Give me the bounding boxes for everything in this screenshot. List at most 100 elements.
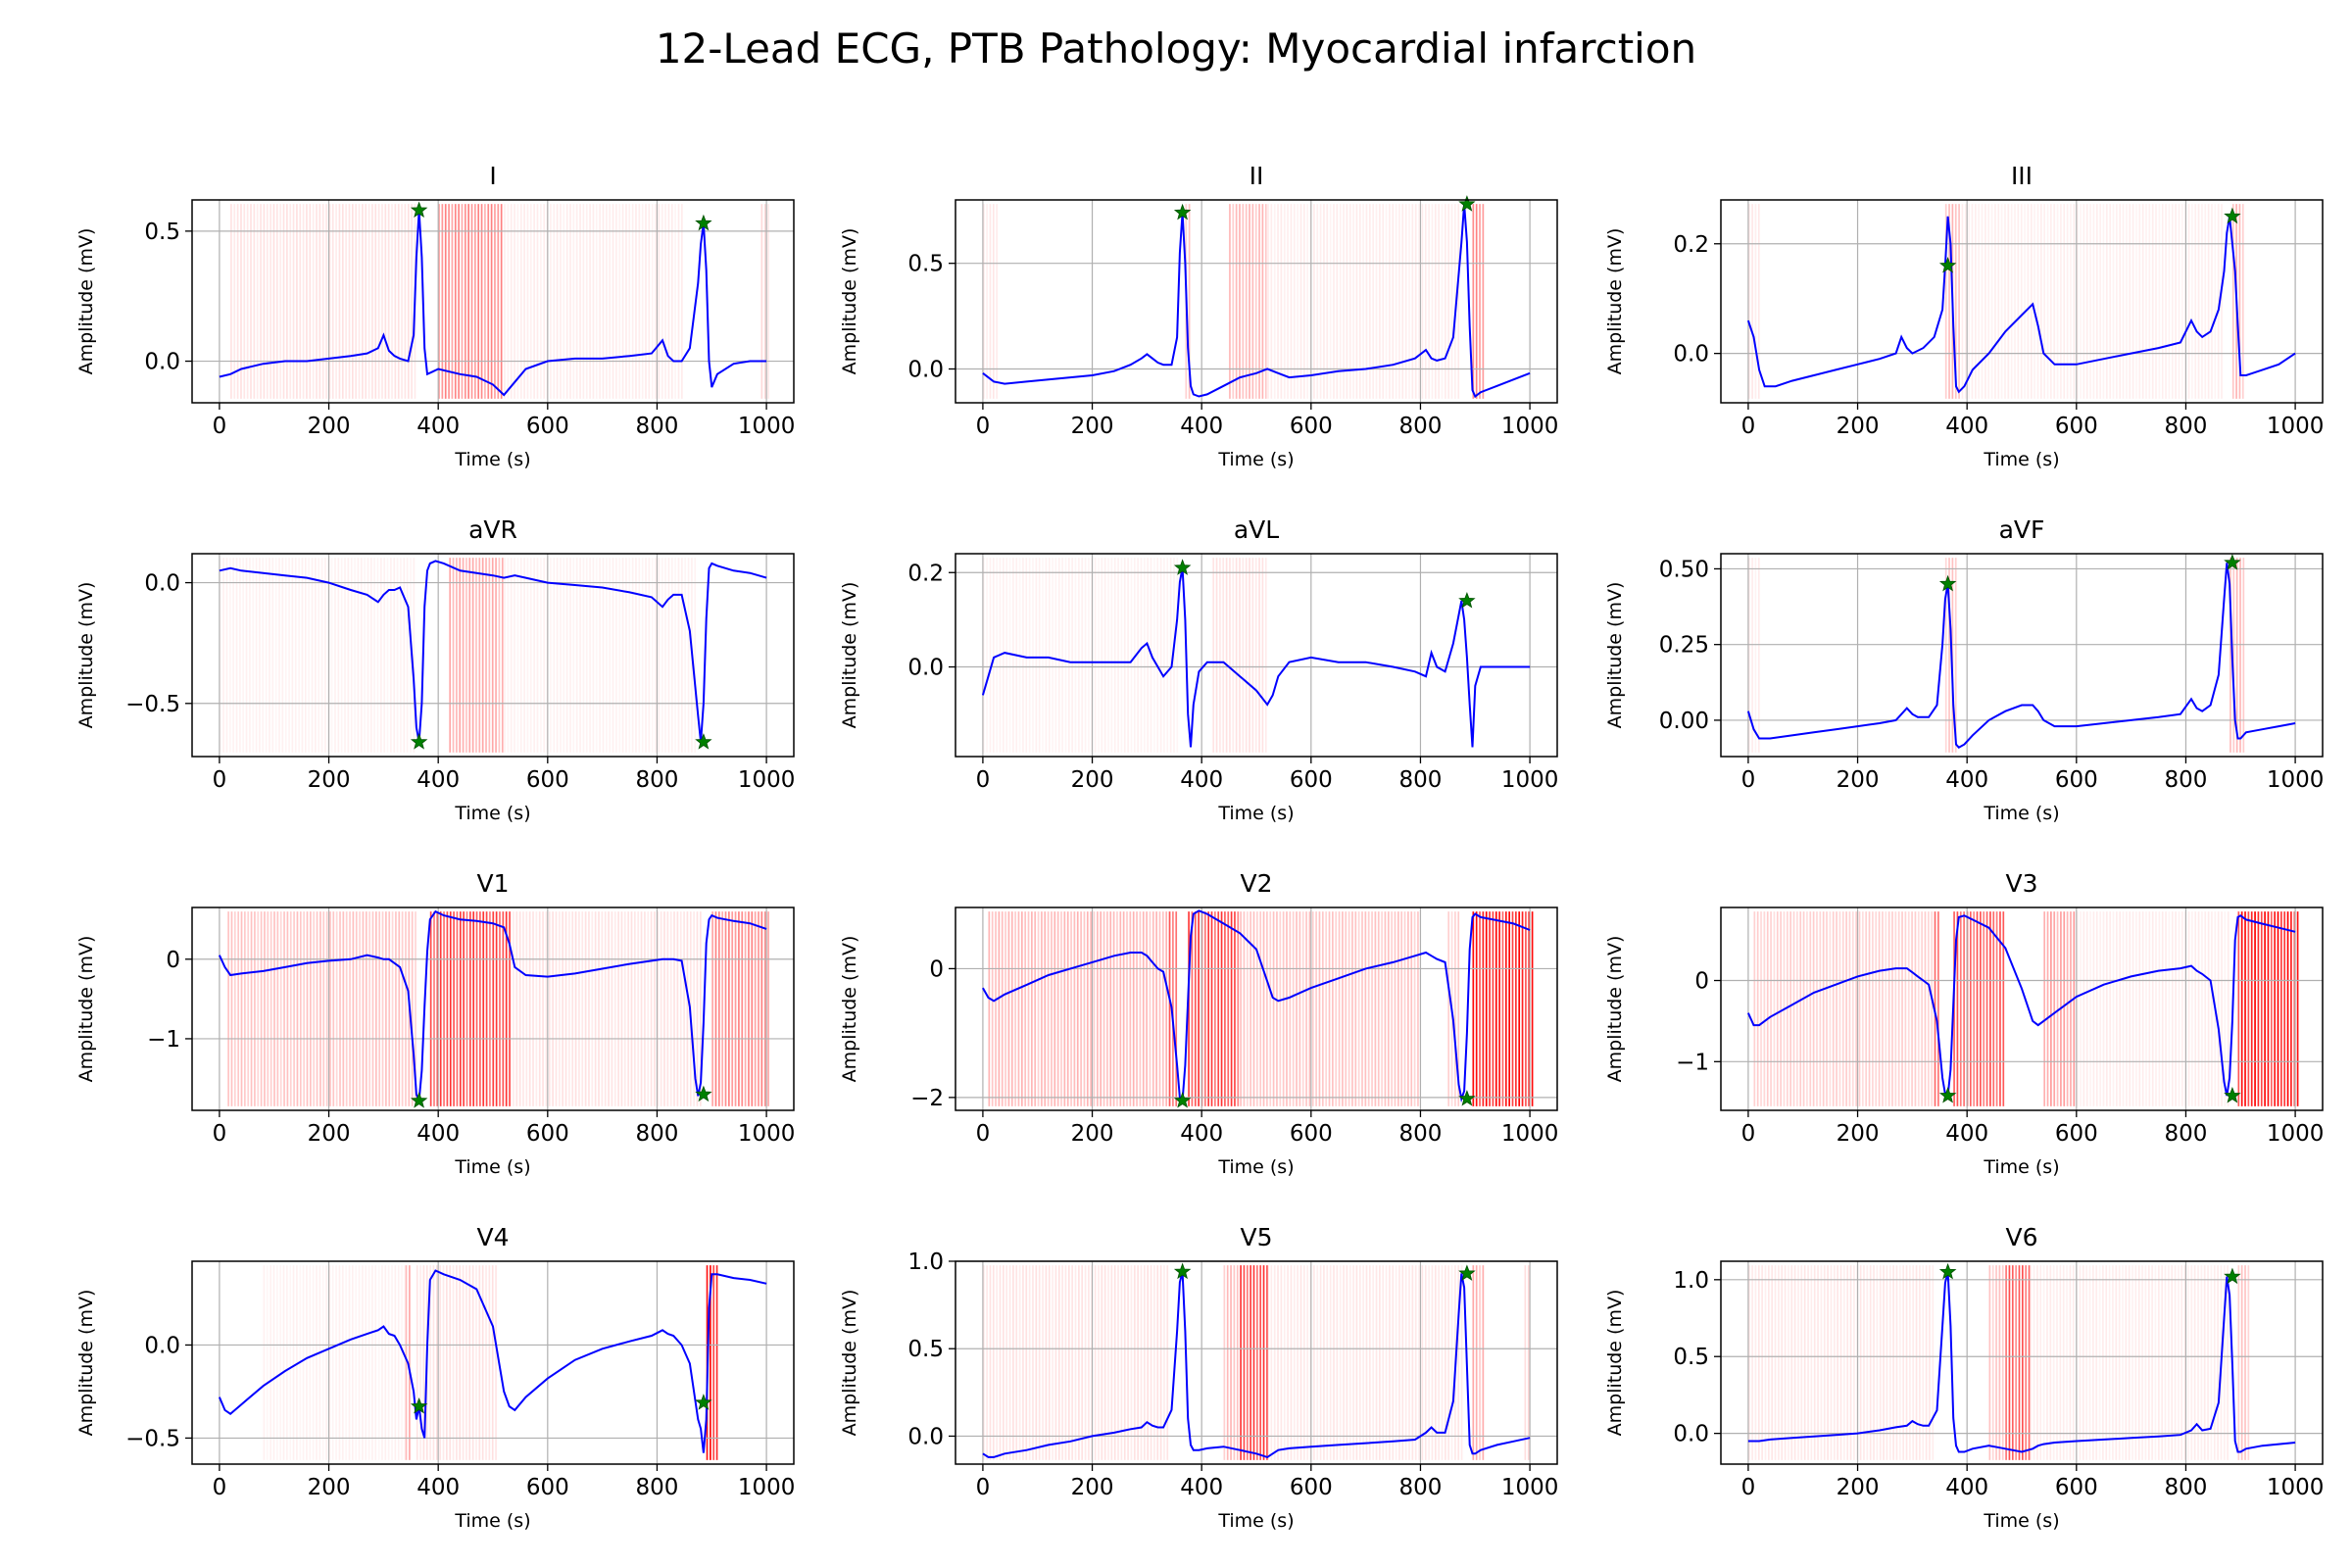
highlight-stripe (324, 558, 326, 753)
highlight-stripe (331, 204, 334, 399)
highlight-stripe (1071, 558, 1074, 753)
highlight-stripe (1120, 558, 1123, 753)
highlight-stripe (443, 911, 445, 1106)
highlight-stripe (325, 204, 327, 399)
highlight-stripe (1078, 1265, 1080, 1460)
highlight-stripe (1298, 911, 1301, 1106)
highlight-stripe (485, 911, 488, 1106)
highlight-stripe (252, 558, 254, 753)
highlight-stripe (371, 204, 373, 399)
y-tick-label: −1 (1676, 1050, 1709, 1075)
highlight-stripe (1511, 911, 1514, 1106)
highlight-stripe (1438, 1265, 1440, 1460)
highlight-stripe (1022, 558, 1024, 753)
highlight-stripe (1407, 911, 1409, 1106)
y-axis-label: Amplitude (mV) (1604, 1290, 1626, 1437)
highlight-stripe (348, 1265, 351, 1460)
highlight-stripe (1293, 204, 1296, 399)
highlight-stripe (2164, 1265, 2167, 1460)
highlight-stripe (471, 1265, 474, 1460)
highlight-stripe (393, 558, 396, 753)
highlight-stripe (265, 558, 268, 753)
x-tick-label: 1000 (2267, 767, 2325, 793)
highlight-stripe (1258, 558, 1260, 753)
highlight-stripe (1389, 204, 1391, 399)
highlight-stripe (631, 558, 634, 753)
highlight-stripe (1494, 911, 1497, 1106)
r-peak-marker (410, 201, 428, 219)
highlight-stripe (1401, 204, 1404, 399)
highlight-stripe (1045, 558, 1048, 753)
highlight-stripe (1090, 911, 1092, 1106)
highlight-stripe (2135, 204, 2137, 399)
highlight-stripe (543, 204, 546, 399)
r-peak-marker (410, 1396, 428, 1414)
highlight-stripe (631, 204, 634, 399)
highlight-stripe (1898, 1265, 1901, 1460)
highlight-stripe (1472, 1265, 1475, 1460)
highlight-stripe (1156, 558, 1159, 753)
highlight-stripe (1766, 911, 1769, 1106)
highlight-stripe (715, 1265, 718, 1460)
x-axis-label: Time (s) (1983, 1510, 2059, 1532)
highlight-stripe (1120, 1265, 1123, 1460)
highlight-stripe (2098, 1265, 2101, 1460)
highlight-stripe (1066, 911, 1069, 1106)
highlight-stripe (2072, 1265, 2075, 1460)
highlight-stripe (1498, 911, 1500, 1106)
highlight-stripe (406, 558, 409, 753)
highlight-stripe (1223, 1265, 1226, 1460)
highlight-stripe (1375, 204, 1378, 399)
highlight-stripe (661, 204, 663, 399)
highlight-stripe (1217, 911, 1220, 1106)
highlight-stripe (1156, 1265, 1159, 1460)
highlight-stripe (1015, 1265, 1018, 1460)
highlight-stripe (373, 558, 375, 753)
highlight-stripe (367, 558, 369, 753)
highlight-stripe (1770, 911, 1772, 1106)
highlight-stripe (315, 558, 317, 753)
highlight-stripe (1110, 558, 1113, 753)
highlight-stripe (322, 911, 325, 1106)
highlight-stripe (1130, 558, 1133, 753)
highlight-stripe (325, 911, 328, 1106)
highlight-stripe (1434, 1265, 1437, 1460)
highlight-stripe (2046, 911, 2049, 1106)
highlight-stripe (1113, 558, 1116, 753)
highlight-stripe (648, 558, 651, 753)
highlight-stripe (1408, 1265, 1410, 1460)
highlight-stripe (1220, 911, 1223, 1106)
x-tick-label: 1000 (738, 1121, 796, 1147)
highlight-stripe (2237, 911, 2240, 1106)
x-tick-label: 0 (213, 1475, 227, 1500)
highlight-stripe (2194, 204, 2197, 399)
highlight-stripe (627, 911, 629, 1106)
highlight-stripe (467, 204, 469, 399)
highlight-stripe (663, 911, 665, 1106)
highlight-stripe (289, 911, 292, 1106)
highlight-stripe (1875, 911, 1878, 1106)
x-tick-label: 800 (636, 1475, 679, 1500)
x-axis-label: Time (s) (1217, 449, 1294, 470)
r-peak-marker (410, 733, 428, 750)
grid-lines (192, 907, 794, 1110)
highlight-stripe (2125, 1265, 2128, 1460)
highlight-stripe (660, 911, 662, 1106)
highlight-stripe (2217, 911, 2220, 1106)
highlight-stripe (2089, 204, 2091, 399)
highlight-stripe (462, 1265, 465, 1460)
highlight-stripe (1747, 558, 1750, 753)
y-tick-label: 0.0 (144, 350, 180, 375)
highlight-stripe (378, 911, 381, 1106)
highlight-stripe (2207, 911, 2210, 1106)
highlight-stripe (436, 911, 439, 1106)
highlight-stripe (2089, 911, 2091, 1106)
highlight-stripe (1008, 1265, 1011, 1460)
highlight-stripe (243, 204, 246, 399)
highlight-stripe (658, 558, 661, 753)
highlight-stripe (640, 911, 643, 1106)
highlight-stripe (2102, 911, 2105, 1106)
highlight-stripe (1239, 204, 1241, 399)
highlight-stripe (1786, 911, 1788, 1106)
